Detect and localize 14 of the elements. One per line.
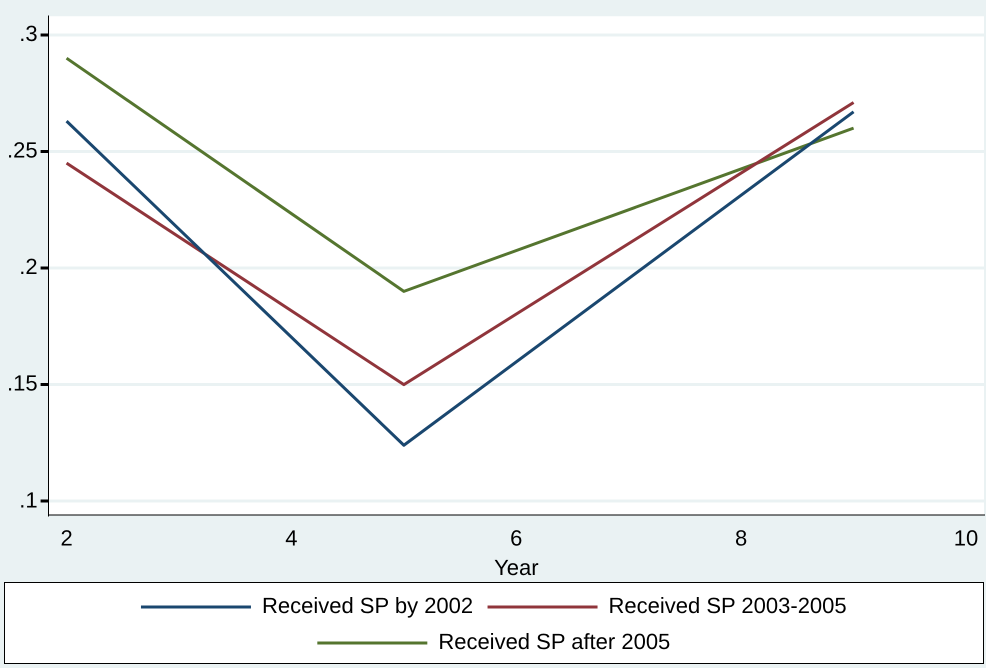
- legend-label: Received SP by 2002: [262, 593, 474, 618]
- x-tick-label: 6: [510, 525, 522, 550]
- x-tick-label: 8: [735, 525, 748, 550]
- y-tick-label: .1: [19, 487, 38, 512]
- x-tick-label: 10: [954, 525, 978, 550]
- legend-label: Received SP 2003-2005: [608, 593, 847, 618]
- y-tick-label: .25: [6, 138, 38, 163]
- x-axis-title: Year: [494, 554, 539, 580]
- legend-label: Received SP after 2005: [438, 629, 670, 654]
- y-tick-label: .2: [19, 254, 38, 280]
- x-tick-label: 4: [285, 525, 298, 550]
- x-tick-label: 2: [60, 525, 73, 550]
- y-tick-label: .3: [19, 20, 38, 46]
- y-tick-label: .15: [6, 370, 38, 396]
